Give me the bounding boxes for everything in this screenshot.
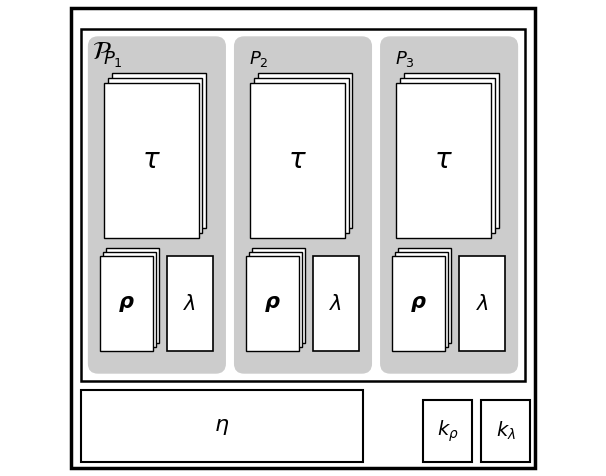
Bar <box>249 252 302 347</box>
Bar <box>398 248 451 343</box>
Bar <box>108 78 202 233</box>
Text: $\boldsymbol{\rho}$: $\boldsymbol{\rho}$ <box>118 294 135 314</box>
Bar <box>106 248 159 343</box>
Text: $\lambda$: $\lambda$ <box>330 294 342 314</box>
Text: $\tau$: $\tau$ <box>288 147 307 174</box>
Text: $\lambda$: $\lambda$ <box>184 294 196 314</box>
Bar <box>250 83 345 238</box>
Text: $\lambda$: $\lambda$ <box>476 294 488 314</box>
Text: $\tau$: $\tau$ <box>434 147 453 174</box>
Bar <box>481 400 530 462</box>
Bar <box>313 256 359 351</box>
Text: $P_1$: $P_1$ <box>102 49 122 69</box>
Bar <box>401 78 494 233</box>
Text: $k_{\lambda}$: $k_{\lambda}$ <box>496 420 516 442</box>
Text: $k_{\rho}$: $k_{\rho}$ <box>437 418 458 444</box>
Text: $\boldsymbol{\rho}$: $\boldsymbol{\rho}$ <box>410 294 427 314</box>
Bar <box>258 73 353 228</box>
FancyBboxPatch shape <box>381 37 518 373</box>
Text: $\tau$: $\tau$ <box>142 147 161 174</box>
Text: $P_2$: $P_2$ <box>249 49 268 69</box>
Bar <box>167 256 213 351</box>
Bar <box>459 256 505 351</box>
Bar <box>255 78 348 233</box>
FancyBboxPatch shape <box>235 37 371 373</box>
Text: $\boldsymbol{\rho}$: $\boldsymbol{\rho}$ <box>264 294 281 314</box>
Bar <box>404 73 499 228</box>
Bar <box>245 256 299 351</box>
Bar <box>395 252 448 347</box>
FancyBboxPatch shape <box>88 37 225 373</box>
Text: $P_3$: $P_3$ <box>395 49 415 69</box>
Bar <box>81 29 525 381</box>
Bar <box>104 83 199 238</box>
Bar <box>391 256 445 351</box>
Text: $\mathcal{P}$: $\mathcal{P}$ <box>93 41 112 64</box>
Bar <box>102 252 156 347</box>
Bar <box>99 256 153 351</box>
Bar <box>252 248 305 343</box>
Bar <box>396 83 491 238</box>
Text: $\eta$: $\eta$ <box>215 415 230 437</box>
Bar <box>423 400 472 462</box>
Bar <box>112 73 207 228</box>
Bar <box>81 390 364 462</box>
